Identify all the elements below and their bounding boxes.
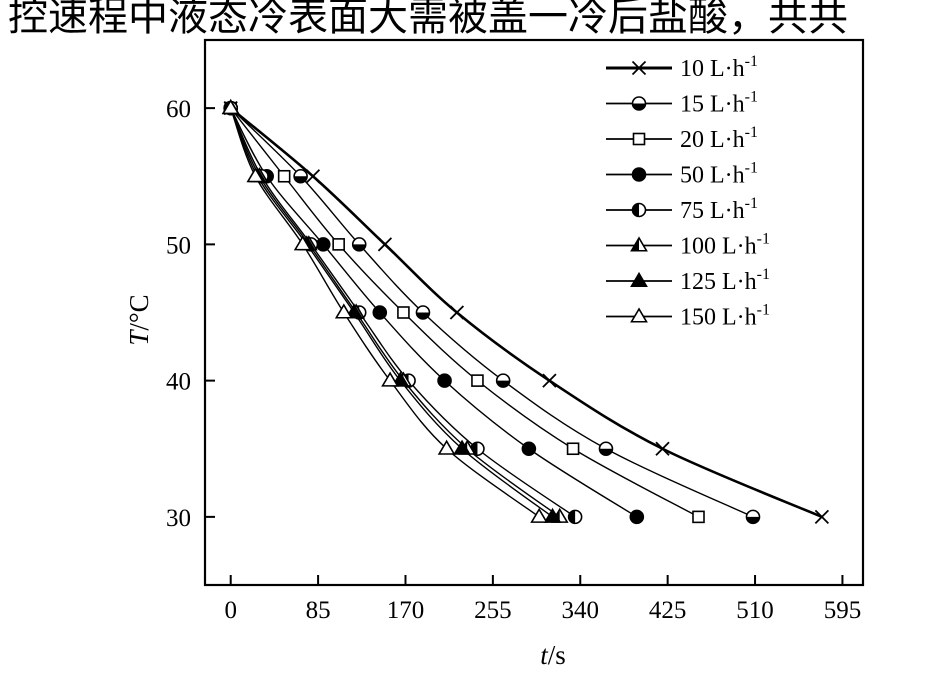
data-point (598, 441, 614, 457)
data-point (543, 507, 562, 523)
legend-marker (630, 271, 648, 288)
legend-item: 20 L·h-1 (606, 124, 758, 153)
x-axis: 0 85 170 255 340 425 510 595 (224, 575, 861, 624)
data-point (351, 237, 367, 252)
x-tick-label: 595 (824, 597, 862, 624)
legend-marker (631, 96, 647, 111)
legend-item: 50 L·h-1 (606, 160, 758, 189)
data-point (745, 509, 761, 525)
legend-marker (631, 167, 647, 182)
data-point (470, 441, 485, 457)
data-point (305, 169, 321, 184)
y-tick-label: 50 (166, 232, 191, 259)
x-axis-title: t/s (540, 640, 566, 670)
x-tick-label: 510 (736, 597, 774, 624)
legend-marker (630, 307, 648, 323)
legend-label: 100 L·h-1 (680, 231, 770, 260)
plot-frame (203, 38, 865, 587)
legend-label: 125 L·h-1 (680, 266, 770, 295)
legend: 10 L·h-1 15 L·h-1 20 L·h-1 50 L·h-1 75 L·h-1… (606, 53, 770, 331)
data-point (655, 441, 670, 456)
legend-label: 150 L·h-1 (680, 302, 770, 331)
series-markers (221, 99, 830, 525)
data-point (521, 441, 537, 457)
legend-label: 15 L·h-1 (680, 89, 758, 118)
legend-item: 150 L·h-1 (606, 302, 770, 331)
legend-label: 50 L·h-1 (680, 160, 758, 189)
x-axis-title-unit: /s (548, 640, 566, 670)
x-tick-label: 425 (649, 597, 687, 624)
data-point (437, 373, 452, 388)
legend-item: 10 L·h-1 (606, 53, 758, 82)
legend-marker (632, 132, 646, 146)
data-point (315, 237, 331, 252)
y-tick-label: 40 (166, 369, 191, 396)
legend-marker (631, 202, 647, 218)
y-axis-title-variable: T (124, 329, 154, 346)
data-point (449, 305, 465, 320)
legend-label: 20 L·h-1 (680, 124, 758, 153)
data-point (566, 442, 580, 456)
x-tick-label: 170 (387, 597, 425, 624)
data-point (334, 303, 353, 319)
legend-marker (630, 236, 648, 252)
legend-item: 75 L·h-1 (606, 195, 758, 224)
data-point (293, 168, 308, 184)
x-tick-label: 340 (562, 597, 600, 624)
data-point (381, 371, 399, 387)
y-axis: 30 40 50 60 (166, 96, 215, 532)
data-point (567, 509, 583, 525)
legend-item: 125 L·h-1 (606, 266, 770, 295)
data-point (277, 169, 291, 183)
data-point (372, 305, 388, 320)
data-point (332, 238, 345, 251)
y-tick-label: 30 (166, 505, 191, 532)
data-point (692, 510, 705, 524)
x-tick-label: 0 (224, 597, 237, 624)
top-caption: 控速程中液态冷表面大需被盖一冷后盐酸，共共 (8, 0, 848, 40)
data-point (293, 235, 312, 251)
data-point (415, 305, 431, 320)
legend-marker (631, 60, 647, 76)
legend-item: 15 L·h-1 (606, 89, 758, 118)
data-point (495, 373, 511, 388)
y-axis-title-unit: /°C (124, 294, 154, 330)
data-point (629, 509, 645, 525)
data-point (453, 439, 471, 455)
data-point (542, 373, 557, 388)
legend-item: 100 L·h-1 (606, 231, 770, 260)
y-tick-label: 60 (166, 96, 191, 123)
x-tick-label: 85 (306, 597, 331, 624)
legend-label: 10 L·h-1 (680, 53, 758, 82)
x-tick-label: 255 (474, 597, 512, 624)
y-axis-title: T/°C (124, 294, 154, 345)
data-point (471, 374, 484, 387)
data-point (221, 99, 240, 115)
data-point (397, 306, 410, 319)
data-point (246, 167, 265, 183)
data-point (437, 439, 456, 455)
x-axis-title-variable: t (540, 640, 549, 670)
legend-label: 75 L·h-1 (680, 195, 758, 224)
series-line (230, 107, 638, 518)
data-point (814, 509, 830, 525)
series-line (230, 107, 561, 518)
data-point (530, 507, 549, 523)
data-point (377, 237, 393, 252)
